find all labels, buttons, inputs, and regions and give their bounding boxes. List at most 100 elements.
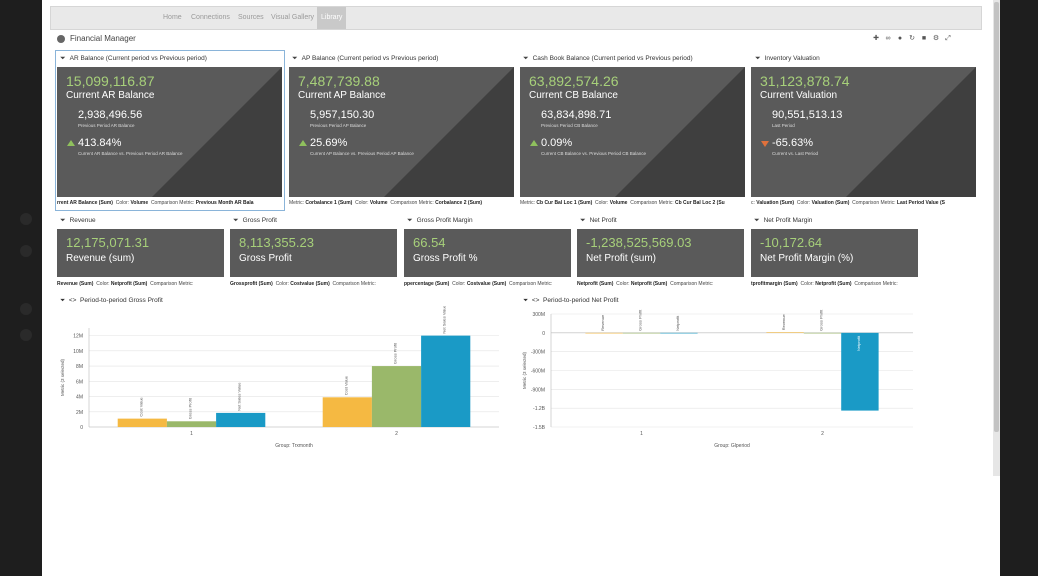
kpi-header-gross-profit-margin[interactable]: ⏷ Gross Profit Margin [407, 217, 473, 224]
code-icon[interactable]: <> [68, 297, 77, 304]
kpi-header-ap[interactable]: ⏷ AP Balance (Current period vs Previous … [292, 55, 439, 62]
y-axis-label: Metric (3 selected) [60, 358, 65, 396]
kpi-card-ap-balance[interactable]: 7,487,739.88 Current AP Balance 5,957,15… [289, 67, 514, 197]
chart-header-gross-profit[interactable]: ⏷ <> Period-to-period Gross Profit [60, 297, 163, 304]
filter-icon[interactable]: ⏷ [754, 217, 760, 224]
filter-icon[interactable]: ⏷ [407, 217, 413, 224]
filter-icon[interactable]: ⏷ [60, 297, 66, 304]
nav-home[interactable]: Home [163, 14, 182, 21]
filter-icon[interactable]: ⏷ [755, 55, 761, 62]
data-label: Net Sales Value [442, 306, 447, 334]
kpi-pct: -65.63% [772, 137, 813, 149]
settings-icon[interactable]: ⚙ [932, 35, 940, 42]
kpi-prev-label: Previous Period AR Balance [78, 123, 135, 128]
kpi-label: Current CB Balance [529, 90, 618, 101]
nav-library[interactable]: Library [317, 7, 347, 29]
add-widget-icon[interactable]: ✚ [873, 35, 879, 42]
kpi-pct: 0.09% [541, 137, 573, 149]
kpi-value: -10,172.64 [760, 235, 823, 250]
bar-net-sales-value [421, 335, 471, 427]
kpi-value: 15,099,116.87 [66, 73, 155, 89]
net-profit-chart: 300M 0 -300M -600M -900M -1.2B -1.5B 1 Revenue Gr… [522, 309, 913, 449]
kpi-card-gross-profit[interactable]: 8,113,355.23 Gross Profit [230, 229, 397, 277]
bezel-dot [20, 213, 32, 225]
kpi-header-revenue[interactable]: ⏷ Revenue [60, 217, 96, 224]
y-tick-label: -1.2B [533, 406, 546, 412]
kpi-prev-label: Previous Period AP Balance [310, 123, 367, 128]
kpi-prev-label: Last Period [772, 123, 795, 128]
dashboard-header: Financial Manager [57, 34, 136, 43]
kpi-header-gross-profit[interactable]: ⏷ Gross Profit [233, 217, 277, 224]
trend-up-icon [530, 140, 538, 146]
kpi-footer: Grossprofit (Sum) Color: Costvalue (Sum)… [230, 281, 376, 287]
y-tick-label: 0 [542, 331, 545, 337]
kpi-header-inventory[interactable]: ⏷ Inventory Valuation [755, 55, 820, 62]
globe-icon [57, 34, 65, 43]
kpi-value: 31,123,878.74 [760, 73, 850, 89]
data-label: Gross Profit [819, 309, 824, 331]
y-tick-label: 8M [76, 364, 83, 370]
y-tick-label: 2M [76, 410, 83, 416]
fullscreen-icon[interactable]: ⤢ [945, 35, 951, 42]
data-label: Cost Value [138, 397, 143, 417]
nav-connections[interactable]: Connections [191, 14, 230, 21]
kpi-pct-label: Current AR Balance vs. Previous Period A… [78, 151, 183, 156]
bezel-dot [20, 245, 32, 257]
kpi-header-net-profit-margin[interactable]: ⏷ Net Profit Margin [754, 217, 813, 224]
kpi-label: Revenue (sum) [66, 253, 135, 264]
card-shading [152, 67, 282, 197]
nav-sources[interactable]: Sources [238, 14, 264, 21]
link-icon[interactable]: ∞ [885, 35, 891, 42]
device-bezel-left [0, 0, 42, 576]
page-title: Financial Manager [70, 34, 136, 43]
data-label: Netprofit [675, 315, 680, 331]
kpi-header-ar[interactable]: ⏷ AR Balance (Current period vs Previous … [60, 55, 207, 62]
kpi-card-cash-book[interactable]: 63,892,574.26 Current CB Balance 63,834,… [520, 67, 745, 197]
y-axis-label: Metric (3 selected) [522, 351, 527, 389]
filter-icon[interactable]: ⏷ [292, 55, 298, 62]
filter-icon[interactable]: ⏷ [580, 217, 586, 224]
kpi-value: 63,892,574.26 [529, 73, 619, 89]
kpi-footer: ppercentage (Sum) Color: Costvalue (Sum)… [404, 281, 553, 287]
kpi-footer: Metric: Cb Cur Bal Loc 1 (Sum) Color: Vo… [520, 200, 725, 206]
kpi-label: Current AR Balance [66, 90, 155, 101]
kpi-header-cb[interactable]: ⏷ Cash Book Balance (Current period vs Pr… [523, 55, 693, 62]
card-shading [615, 67, 745, 197]
kpi-header-net-profit[interactable]: ⏷ Net Profit [580, 217, 617, 224]
data-label: Net Sales Value [237, 382, 242, 411]
filter-icon[interactable]: ⏷ [523, 55, 529, 62]
y-tick-label: 4M [76, 395, 83, 401]
filter-icon[interactable]: ⏷ [60, 217, 66, 224]
filter-icon[interactable]: ⏷ [233, 217, 239, 224]
kpi-card-net-profit-margin[interactable]: -10,172.64 Net Profit Margin (%) [751, 229, 918, 277]
filter-icon[interactable]: ⏷ [60, 55, 66, 62]
kpi-card-net-profit[interactable]: -1,238,525,569.03 Net Profit (sum) [577, 229, 744, 277]
bar-revenue [766, 332, 804, 333]
kpi-footer: c: Valuation (Sum) Color: Valuation (Sum… [751, 200, 945, 206]
data-label: Revenue [600, 314, 605, 331]
card-shading [846, 67, 976, 197]
kpi-value: 7,487,739.88 [298, 73, 380, 89]
bar-gross-profit [622, 332, 661, 334]
download-icon[interactable]: ● [897, 35, 903, 42]
code-icon[interactable]: <> [531, 297, 540, 304]
refresh-icon[interactable]: ↻ [909, 35, 915, 42]
kpi-card-ar-balance[interactable]: 15,099,116.87 Current AR Balance 2,938,4… [57, 67, 282, 197]
bar-gross-profit [371, 366, 422, 427]
kpi-label: Current Valuation [760, 90, 838, 101]
bar-net-sales-value [216, 412, 266, 427]
scrollbar-thumb[interactable] [994, 2, 999, 432]
chart-header-net-profit[interactable]: ⏷ <> Period-to-period Net Profit [523, 297, 619, 304]
nav-visual-gallery[interactable]: Visual Gallery [271, 14, 315, 21]
kpi-card-revenue[interactable]: 12,175,071.31 Revenue (sum) [57, 229, 224, 277]
filter-icon[interactable]: ⏷ [523, 297, 529, 304]
card-shading [384, 67, 514, 197]
bar-cost-value [322, 397, 372, 427]
data-label: Gross Profit [638, 309, 643, 331]
kpi-card-gross-profit-margin[interactable]: 66.54 Gross Profit % [404, 229, 571, 277]
kpi-card-inventory[interactable]: 31,123,878.74 Current Valuation 90,551,5… [751, 67, 976, 197]
bar-netprofit [660, 332, 698, 334]
y-tick-label: 12M [73, 334, 83, 340]
kpi-prev-value: 5,957,150.30 [310, 109, 375, 121]
delete-icon[interactable]: ■ [921, 35, 927, 42]
